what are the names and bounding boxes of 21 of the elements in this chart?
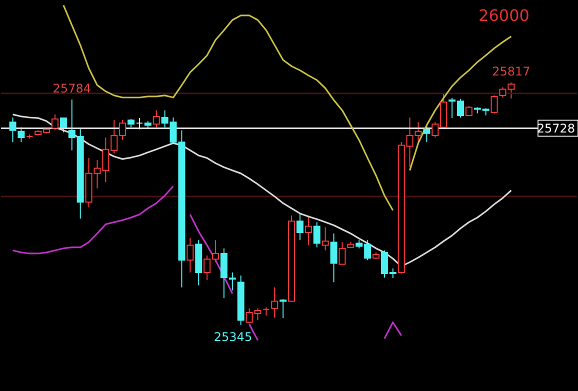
candlestick xyxy=(280,298,287,319)
candlestick xyxy=(152,110,160,128)
candlestick xyxy=(322,226,329,251)
candlestick xyxy=(304,215,312,246)
candlestick xyxy=(186,238,194,273)
candlestick xyxy=(296,212,304,241)
candlestick xyxy=(465,106,472,116)
candlestick xyxy=(18,126,25,143)
candlestick xyxy=(330,232,338,283)
candlestick xyxy=(51,114,58,131)
candlestick xyxy=(423,124,430,143)
annotation: 25817 xyxy=(492,64,530,79)
candlestick xyxy=(9,117,16,143)
candlestick xyxy=(490,94,498,114)
annotation: 26000 xyxy=(478,6,530,25)
candlestick xyxy=(313,222,320,248)
candlestick xyxy=(271,286,278,318)
annotation: 25345 xyxy=(214,330,252,344)
annotation: 25784 xyxy=(52,82,91,96)
candlestick xyxy=(338,242,346,265)
candlestick xyxy=(60,117,67,133)
